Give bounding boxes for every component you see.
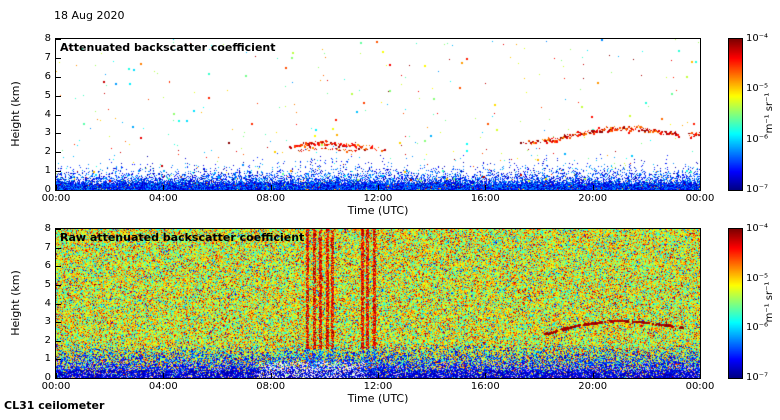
y-tick-label: 4 <box>44 108 51 120</box>
colorbar-tick-label: 10⁻⁵ <box>746 83 769 95</box>
y-tick-mark <box>56 229 61 230</box>
colorbar-gradient-canvas-raw <box>728 228 743 379</box>
x-tick-label: 00:00 <box>685 193 715 204</box>
y-tick-mark <box>56 171 61 173</box>
x-tick-label: 16:00 <box>470 381 500 392</box>
x-tick-mark <box>163 185 165 190</box>
y-tick-mark <box>56 284 61 286</box>
x-tick-mark <box>378 185 379 190</box>
y-tick-label: 1 <box>44 165 51 177</box>
x-tick-label: 12:00 <box>363 381 393 392</box>
y-tick-label: 6 <box>44 260 51 272</box>
y-tick-mark <box>56 303 61 305</box>
attenuated-plot-title: Attenuated backscatter coefficient <box>60 41 276 54</box>
y-tick-label: 2 <box>44 146 51 158</box>
y-tick-label: 7 <box>44 241 51 253</box>
x-tick-label: 04:00 <box>148 193 178 204</box>
colorbar-tick-label: 10⁻⁵ <box>746 272 769 284</box>
x-tick-label: 00:00 <box>685 381 715 392</box>
y-tick-mark <box>56 247 61 249</box>
x-tick-mark <box>700 373 701 378</box>
x-tick-label: 20:00 <box>578 381 608 392</box>
y-tick-label: 7 <box>44 51 51 63</box>
y-tick-label: 5 <box>44 89 51 101</box>
x-tick-mark <box>485 373 487 378</box>
y-tick-label: 0 <box>44 184 51 195</box>
plot-attenuated: Attenuated backscatter coefficient <box>55 38 701 191</box>
y-tick-label: 8 <box>44 33 51 44</box>
y-tick-label: 6 <box>44 70 51 82</box>
y-tick-mark <box>56 340 61 342</box>
y-axis-label-attenuated: Height (km) <box>9 81 22 147</box>
y-tick-label: 3 <box>44 127 51 139</box>
x-tick-label: 16:00 <box>470 193 500 204</box>
y-tick-label: 8 <box>44 223 51 234</box>
colorbar-tick-label: 10⁻⁷ <box>746 372 769 383</box>
x-axis-label-raw: Time (UTC) <box>347 392 409 405</box>
y-tick-mark <box>56 95 61 97</box>
x-tick-mark <box>56 185 57 190</box>
x-tick-mark <box>56 373 57 378</box>
x-tick-mark <box>270 185 272 190</box>
y-tick-label: 5 <box>44 278 51 290</box>
x-tick-mark <box>592 373 594 378</box>
colorbar-tick-label: 10⁻⁴ <box>746 223 769 234</box>
plot-raw: Raw attenuated backscatter coefficient <box>55 228 701 379</box>
x-tick-mark <box>270 373 272 378</box>
x-tick-mark <box>700 185 701 190</box>
date-label: 18 Aug 2020 <box>54 9 125 22</box>
x-tick-label: 12:00 <box>363 193 393 204</box>
y-tick-mark <box>56 152 61 154</box>
y-tick-mark <box>56 322 61 324</box>
x-axis-label-attenuated: Time (UTC) <box>347 204 409 217</box>
x-tick-label: 04:00 <box>148 381 178 392</box>
x-tick-label: 08:00 <box>256 381 286 392</box>
x-tick-mark <box>378 373 379 378</box>
instrument-label: CL31 ceilometer <box>4 399 105 412</box>
y-tick-label: 4 <box>44 297 51 309</box>
x-tick-mark <box>163 373 165 378</box>
colorbar-gradient-canvas-attenuated <box>728 38 743 191</box>
x-tick-mark <box>592 185 594 190</box>
colorbar-attenuated <box>728 38 743 191</box>
y-tick-mark <box>56 378 61 379</box>
x-tick-label: 08:00 <box>256 193 286 204</box>
colorbar-tick-label: 10⁻⁶ <box>746 133 769 145</box>
x-tick-label: 00:00 <box>41 381 71 392</box>
raw-plot-title: Raw attenuated backscatter coefficient <box>60 231 305 244</box>
y-tick-label: 0 <box>44 372 51 383</box>
colorbar-tick-label: 10⁻⁴ <box>746 33 769 44</box>
y-tick-mark <box>56 114 61 116</box>
y-tick-mark <box>56 39 61 40</box>
y-tick-mark <box>56 133 61 135</box>
y-tick-label: 1 <box>44 353 51 365</box>
colorbar-tick-label: 10⁻⁶ <box>746 322 769 334</box>
y-tick-mark <box>56 76 61 78</box>
colorbar-raw <box>728 228 743 379</box>
y-tick-mark <box>56 359 61 361</box>
y-tick-mark <box>56 190 61 191</box>
x-tick-mark <box>485 185 487 190</box>
y-tick-mark <box>56 266 61 268</box>
y-tick-label: 2 <box>44 334 51 346</box>
y-axis-label-raw: Height (km) <box>9 270 22 336</box>
x-tick-label: 20:00 <box>578 193 608 204</box>
attenuated-heatmap-canvas <box>55 38 701 191</box>
colorbar-tick-label: 10⁻⁷ <box>746 184 769 195</box>
raw-heatmap-canvas <box>55 228 701 379</box>
y-tick-mark <box>56 57 61 59</box>
x-tick-label: 00:00 <box>41 193 71 204</box>
y-tick-label: 3 <box>44 316 51 328</box>
